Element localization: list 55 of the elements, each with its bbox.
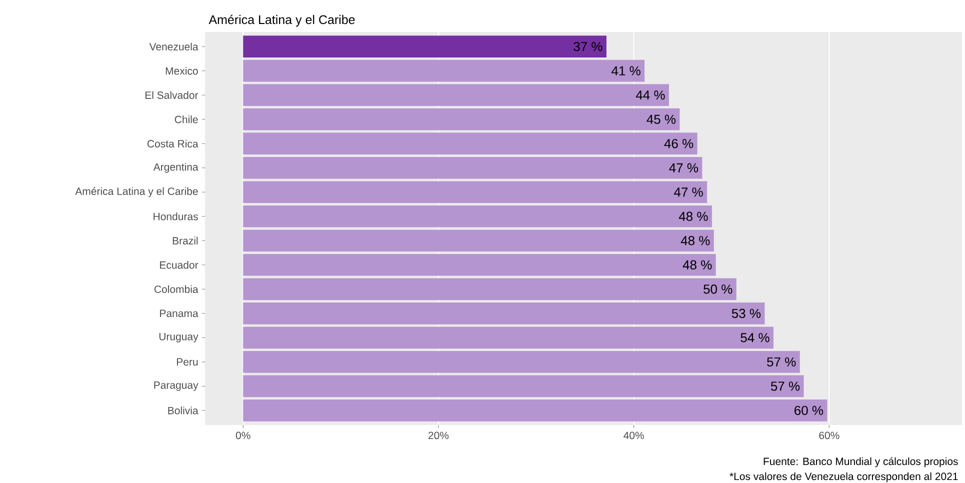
y-tick-label: Venezuela (149, 42, 198, 50)
y-tick-label: Honduras (154, 212, 198, 220)
bar (243, 132, 698, 155)
data-label: 50 % (704, 284, 732, 294)
data-label: 47 % (669, 163, 698, 172)
y-tick-label: Peru (176, 358, 198, 366)
bar (243, 108, 680, 130)
data-label: 54 % (740, 333, 770, 342)
bar (243, 60, 645, 82)
data-label: 47 % (674, 188, 703, 197)
bar (243, 84, 669, 106)
source-note: Fuente: Banco Mundial y cálculos propios (764, 457, 958, 468)
y-tick-label: Colombia (154, 285, 198, 294)
x-tick-label: 60% (819, 432, 840, 440)
data-label: 48 % (678, 212, 708, 221)
y-tick-label: Mexico (166, 66, 198, 75)
y-tick-label: Brazil (172, 236, 198, 244)
bar (243, 400, 828, 422)
data-label: 53 % (732, 308, 761, 318)
data-label: 57 % (767, 357, 796, 367)
y-tick-label: Panama (160, 310, 198, 318)
y-tick-label: América Latina y el Caribe (75, 187, 198, 198)
x-tick-label: 40% (624, 432, 644, 440)
data-label: 44 % (636, 90, 665, 100)
data-label: 60 % (794, 406, 824, 416)
x-tick-label: 0% (236, 432, 250, 440)
data-label: 48 % (682, 260, 712, 270)
bar (243, 36, 606, 58)
y-tick-label: El Salvador (145, 91, 198, 99)
bar (243, 181, 708, 204)
chart-title: América Latina y el Caribe (208, 14, 355, 27)
y-tick-label: Chile (174, 115, 198, 124)
bar (243, 375, 804, 398)
data-label: 48 % (680, 236, 710, 246)
data-label: 45 % (646, 114, 676, 124)
x-tick-label: 20% (428, 432, 449, 440)
y-tick-label: Ecuador (160, 261, 198, 269)
bar (243, 230, 714, 252)
bar (243, 351, 800, 373)
bar (243, 156, 702, 179)
data-label: 41 % (612, 66, 640, 76)
bar (243, 326, 774, 349)
y-tick-label: Argentina (153, 162, 198, 173)
y-tick-label: Uruguay (159, 332, 198, 342)
y-tick-label: Costa Rica (147, 140, 198, 148)
bar (243, 205, 712, 228)
data-label: 57 % (770, 382, 800, 391)
text: *Los valores de Venezuela corresponden al 2021 (730, 472, 958, 482)
data-label: 46 % (664, 138, 694, 148)
bar (243, 254, 716, 276)
bar (243, 302, 765, 324)
bar (243, 278, 736, 300)
y-tick-label: Paraguay (154, 382, 198, 391)
data-label: 37 % (574, 42, 602, 52)
y-tick-label: Bolivia (168, 406, 198, 414)
